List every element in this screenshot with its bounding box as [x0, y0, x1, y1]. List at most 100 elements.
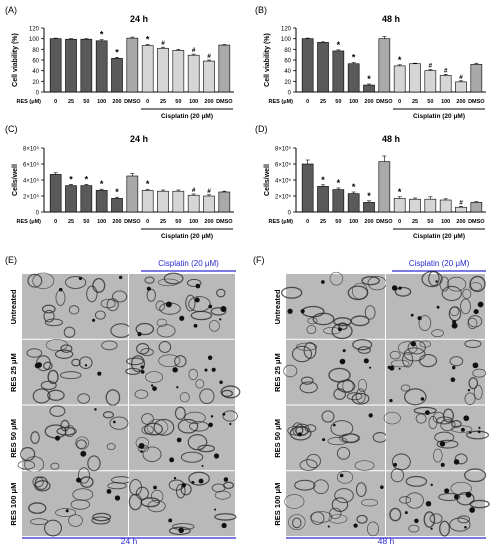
y-tick-label: 2×10⁵: [23, 194, 40, 201]
cell-outline: [64, 425, 75, 438]
micrograph-tile: [129, 272, 235, 339]
x-axis-prefix: RES (μM): [17, 99, 42, 105]
cell-outline: [188, 296, 211, 312]
x-tick-label: 0: [146, 99, 149, 105]
bar: [332, 189, 345, 213]
cell-debris: [444, 488, 450, 494]
cell-outline: [126, 357, 144, 366]
cell-debris: [76, 477, 82, 483]
significance-marker: #: [459, 199, 463, 206]
cell-outline: [361, 275, 381, 286]
cell-outline: [125, 367, 141, 375]
bar: [203, 60, 215, 93]
cell-debris: [452, 365, 456, 370]
cell-outline: [352, 338, 373, 351]
cell-outline: [306, 453, 321, 469]
bar: [65, 185, 77, 213]
cell-debris: [393, 462, 398, 467]
cell-outline: [450, 425, 473, 433]
cell-outline: [292, 517, 302, 529]
cell-outline: [336, 446, 351, 460]
cell-debris: [94, 408, 97, 411]
cell-outline: [357, 346, 371, 354]
cell-debris: [460, 427, 465, 432]
cell-debris: [435, 280, 438, 283]
cell-outline: [106, 443, 116, 451]
cell-outline: [145, 371, 164, 383]
cell-outline: [112, 290, 128, 303]
cell-outline: [457, 515, 471, 524]
micrograph-tile: [386, 270, 486, 339]
cell-outline: [451, 420, 462, 428]
cell-outline: [400, 384, 411, 392]
bar: [424, 198, 437, 213]
cell-outline: [134, 389, 149, 399]
cell-outline: [288, 514, 306, 531]
cell-outline: [130, 355, 146, 373]
cell-outline: [50, 462, 60, 470]
significance-marker: *: [69, 174, 73, 184]
cell-debris: [391, 285, 398, 291]
bar: [317, 186, 329, 213]
cell-outline: [72, 488, 94, 501]
cell-debris: [410, 313, 414, 317]
cell-outline: [220, 385, 241, 399]
cell-outline: [467, 315, 483, 328]
panel-label: (C): [5, 124, 18, 134]
cell-outline: [163, 272, 184, 285]
cell-debris: [219, 318, 222, 321]
y-axis-label: Cell viability (%): [12, 33, 19, 87]
y-tick-label: 6×10⁵: [275, 162, 292, 169]
bar: [439, 199, 452, 213]
cell-debris: [473, 309, 479, 315]
cell-outline: [210, 307, 227, 316]
cell-outline: [140, 497, 161, 508]
cell-outline: [460, 298, 471, 315]
x-tick-label: DMSO: [216, 219, 233, 225]
bar: [49, 38, 62, 93]
y-tick-label: 100: [281, 37, 292, 43]
bar: [378, 161, 391, 213]
cell-outline: [174, 406, 186, 421]
x-tick-label: 200: [204, 99, 213, 105]
cell-outline: [87, 455, 101, 472]
cell-outline: [355, 482, 367, 498]
bar: [172, 190, 185, 213]
cell-outline: [129, 479, 142, 496]
cell-debris: [140, 450, 143, 453]
bar: [317, 42, 329, 93]
cell-debris: [417, 316, 422, 321]
y-axis-label: Cells/well: [12, 164, 19, 196]
bar: [218, 191, 231, 213]
row-label: RES 50 μM: [273, 419, 282, 458]
y-tick-label: 2×10⁵: [275, 194, 292, 201]
micrograph-background: [386, 405, 485, 471]
cell-outline: [467, 317, 478, 330]
cell-outline: [100, 298, 116, 309]
cell-debris: [321, 280, 325, 284]
cell-debris: [425, 500, 432, 507]
cell-outline: [60, 344, 73, 353]
x-tick-label: 100: [349, 99, 358, 105]
micrograph-tile: [286, 405, 388, 471]
x-tick-label: 100: [441, 99, 450, 105]
cell-outline: [364, 305, 376, 320]
x-tick-label: 200: [456, 99, 465, 105]
cell-outline: [429, 513, 443, 524]
cell-outline: [464, 392, 476, 405]
cell-debris: [420, 397, 425, 401]
cell-debris: [342, 349, 346, 353]
panel-label: (A): [5, 5, 17, 15]
cell-debris: [464, 525, 467, 529]
y-tick-label: 120: [281, 27, 292, 33]
x-axis-prefix: RES (μM): [269, 99, 294, 105]
cisplatin-bracket-label: Cisplatin (20 μM): [413, 233, 465, 240]
cell-debris: [153, 485, 157, 490]
micrograph-background: [22, 274, 128, 339]
cell-debris: [410, 341, 417, 347]
cell-debris: [322, 438, 326, 442]
cell-debris: [179, 315, 185, 321]
y-tick-label: 80: [32, 48, 39, 54]
cell-outline: [450, 481, 472, 496]
